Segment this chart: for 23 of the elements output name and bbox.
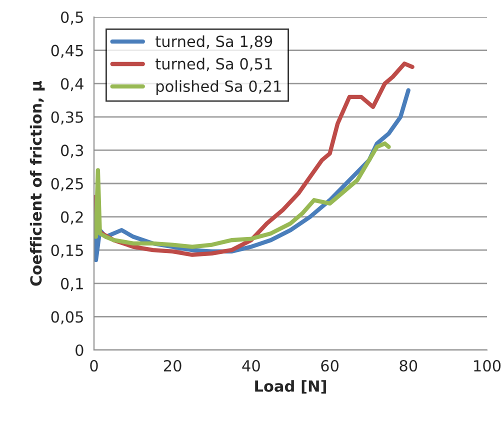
y-tick-label: 0,35 (51, 111, 83, 124)
legend-label: turned, Sa 1,89 (156, 35, 272, 49)
legend-label: polished Sa 0,21 (156, 80, 281, 95)
y-tick-label: 0,15 (51, 244, 83, 258)
y-tick-label: 0,3 (60, 144, 84, 158)
y-axis-title: Coefficient of friction, µ (30, 81, 45, 286)
y-tick-label: 0,25 (51, 178, 83, 192)
line-series (94, 141, 391, 249)
x-tick-label: 60 (321, 360, 339, 372)
legend-label: turned, Sa 0,51 (156, 58, 272, 72)
y-tick-label: 0,05 (51, 311, 83, 324)
x-tick-label: 80 (400, 360, 418, 372)
y-tick-label: 0,1 (60, 278, 83, 291)
y-tick-label: 0,5 (60, 11, 83, 25)
x-axis-title: Load [N] (255, 380, 326, 394)
y-tick-label: 0 (76, 344, 84, 356)
y-tick-label: 0,2 (60, 211, 83, 224)
y-tick-label: 0,4 (60, 78, 84, 92)
x-tick-label: 0 (90, 360, 98, 372)
x-tick-label: 100 (474, 360, 501, 372)
y-tick-label: 0,45 (51, 44, 83, 58)
x-tick-label: 40 (242, 360, 260, 372)
x-tick-label: 20 (164, 360, 182, 372)
